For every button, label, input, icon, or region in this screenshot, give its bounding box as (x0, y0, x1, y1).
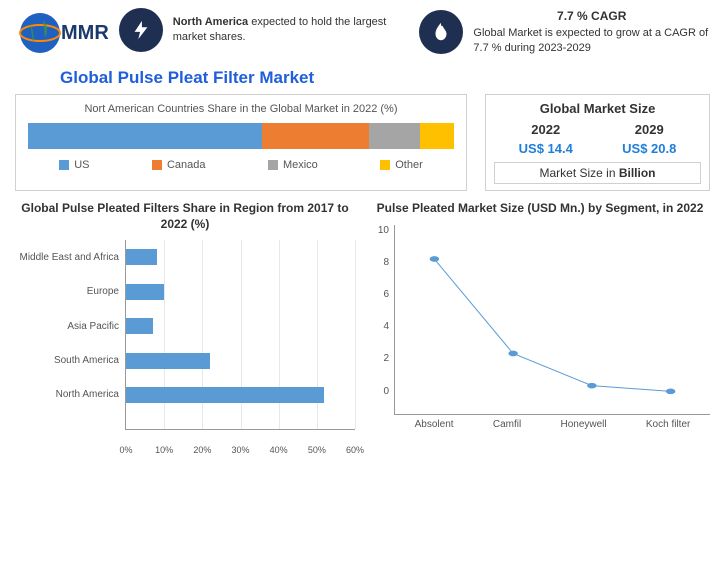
y-tick: 4 (370, 321, 389, 332)
x-label: Koch filter (646, 419, 690, 430)
legend-item: Canada (152, 159, 206, 171)
legend-label: Other (395, 159, 423, 171)
legend-swatch (152, 160, 162, 170)
region-label: Europe (15, 286, 119, 297)
y-tick: 2 (370, 353, 389, 364)
x-tick: 50% (308, 445, 326, 455)
legend-item: Mexico (268, 159, 318, 171)
header-row: MMR North America expected to hold the l… (0, 0, 725, 62)
region-label: Middle East and Africa (15, 252, 119, 263)
globe-icon (15, 8, 65, 58)
year-2029: 2029 (635, 122, 664, 137)
legend-item: Other (380, 159, 423, 171)
stacked-bar (28, 123, 454, 149)
legend-label: Mexico (283, 159, 318, 171)
segment-chart-col: Pulse Pleated Market Size (USD Mn.) by S… (370, 201, 710, 430)
market-size-title: Global Market Size (494, 101, 701, 116)
region-chart-col: Global Pulse Pleated Filters Share in Re… (15, 201, 355, 430)
region-bar (126, 353, 210, 369)
segment-chart: 10 8 6 4 2 0 AbsolentCamfilHoneywellKoch filt… (370, 225, 710, 415)
y-tick: 0 (370, 386, 389, 397)
x-tick: 0% (119, 445, 132, 455)
x-label: Camfil (493, 419, 521, 430)
region-label: South America (15, 355, 119, 366)
region-y-labels: Middle East and Africa Europe Asia Pacific… (15, 240, 125, 430)
year-2022: 2022 (531, 122, 560, 137)
market-size-unit: Market Size in Billion (494, 162, 701, 184)
y-tick: 10 (370, 225, 389, 236)
share-chart-title: Nort American Countries Share in the Glo… (28, 103, 454, 115)
segment-x-axis: Absolent Camfil Honeywell Koch filter (395, 419, 710, 430)
market-size-values: US$ 14.4 US$ 20.8 (494, 141, 701, 156)
region-label: Asia Pacific (15, 321, 119, 332)
highlight2-text: 7.7 % CAGR Global Market is expected to … (473, 8, 710, 56)
legend-label: Canada (167, 159, 206, 171)
gridline (355, 240, 356, 429)
share-chart-panel: Nort American Countries Share in the Glo… (15, 94, 467, 191)
val-2029: US$ 20.8 (622, 141, 676, 156)
x-tick: 60% (346, 445, 364, 455)
stack-seg-canada (262, 123, 369, 149)
region-chart-title: Global Pulse Pleated Filters Share in Re… (15, 201, 355, 232)
page-title: Global Pulse Pleat Filter Market (0, 62, 725, 94)
legend-item: US (59, 159, 89, 171)
region-chart: Middle East and Africa Europe Asia Pacific… (15, 240, 355, 430)
legend-swatch (59, 160, 69, 170)
row-2: Nort American Countries Share in the Glo… (0, 94, 725, 191)
y-tick: 6 (370, 289, 389, 300)
stack-seg-mexico (369, 123, 420, 149)
y-tick: 8 (370, 257, 389, 268)
flame-icon (419, 10, 463, 54)
stack-seg-us (28, 123, 262, 149)
region-bar (126, 284, 164, 300)
highlight1-text: North America expected to hold the large… (173, 15, 410, 45)
x-tick: 40% (270, 445, 288, 455)
legend-swatch (268, 160, 278, 170)
region-bar (126, 318, 153, 334)
stack-seg-other (420, 123, 454, 149)
highlight-cagr: 7.7 % CAGR Global Market is expected to … (419, 8, 710, 56)
region-label: North America (15, 389, 119, 400)
region-plot: 0%10%20%30%40%50%60% (125, 240, 355, 430)
segment-chart-title: Pulse Pleated Market Size (USD Mn.) by S… (370, 201, 710, 217)
x-tick: 20% (193, 445, 211, 455)
market-size-panel: Global Market Size 2022 2029 US$ 14.4 US… (485, 94, 710, 191)
market-size-years: 2022 2029 (494, 122, 701, 137)
segment-plot: AbsolentCamfilHoneywellKoch filter (394, 225, 710, 415)
logo-text: MMR (61, 22, 109, 45)
x-label: Absolent (415, 419, 454, 430)
region-bar (126, 249, 157, 265)
x-tick: 10% (155, 445, 173, 455)
share-legend: US Canada Mexico Other (28, 159, 454, 171)
region-bar (126, 387, 324, 403)
highlight-north-america: North America expected to hold the large… (119, 8, 410, 52)
legend-label: US (74, 159, 89, 171)
legend-swatch (380, 160, 390, 170)
logo: MMR (15, 8, 109, 58)
segment-y-axis: 10 8 6 4 2 0 (370, 225, 394, 415)
charts-row: Global Pulse Pleated Filters Share in Re… (0, 191, 725, 430)
bolt-icon (119, 8, 163, 52)
x-tick: 30% (231, 445, 249, 455)
val-2022: US$ 14.4 (519, 141, 573, 156)
line-svg (395, 225, 710, 414)
x-label: Honeywell (560, 419, 606, 430)
